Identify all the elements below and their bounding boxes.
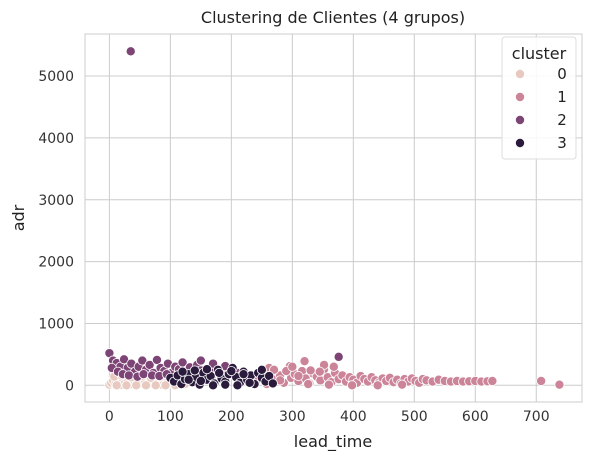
data-point-cluster-3: [195, 375, 206, 386]
data-point-cluster-2: [151, 354, 162, 365]
data-point-cluster-1: [303, 379, 314, 390]
data-point-cluster-2: [144, 359, 155, 370]
x-tick-label: 600: [462, 409, 489, 425]
data-point-cluster-3: [232, 380, 243, 391]
data-point-cluster-3: [208, 380, 219, 391]
chart-title: Clustering de Clientes (4 grupos): [201, 8, 465, 27]
data-point-cluster-3: [267, 378, 278, 389]
data-points: [104, 46, 565, 391]
data-point-cluster-3: [189, 365, 200, 376]
plot-area: [84, 33, 583, 403]
data-point-cluster-0: [160, 380, 171, 391]
data-point-cluster-2: [137, 355, 148, 366]
legend-title: cluster: [512, 44, 567, 63]
data-point-cluster-1: [397, 379, 408, 390]
data-point-cluster-3: [214, 367, 225, 378]
x-tick-label: 200: [218, 409, 245, 425]
data-point-cluster-3: [201, 364, 212, 375]
x-tick-label: 700: [523, 409, 550, 425]
data-point-cluster-1: [487, 375, 498, 386]
data-point-cluster-3: [256, 364, 267, 375]
y-tick-labels: 0 1000 2000 3000 4000 5000: [38, 69, 74, 394]
data-point-cluster-3: [238, 369, 249, 380]
legend: cluster 0 1 2 3: [501, 36, 577, 160]
legend-box: [501, 36, 577, 160]
legend-label-3: 3: [557, 134, 567, 152]
data-point-cluster-1: [293, 371, 304, 382]
data-point-cluster-1: [305, 365, 316, 376]
data-point-cluster-3: [177, 366, 188, 377]
data-point-cluster-2: [138, 369, 149, 380]
y-tick-label: 2000: [38, 255, 74, 271]
data-point-cluster-0: [150, 380, 161, 391]
y-axis-label: adr: [9, 204, 28, 231]
legend-label-0: 0: [557, 65, 567, 83]
data-point-cluster-0: [131, 380, 142, 391]
data-point-cluster-1: [372, 380, 383, 391]
x-tick-labels: 0 100 200 300 400 500 600 700: [105, 409, 550, 425]
y-tick-label: 5000: [38, 69, 74, 85]
data-point-cluster-3: [226, 366, 237, 377]
data-point-cluster-0: [111, 380, 122, 391]
data-point-cluster-1: [299, 356, 310, 367]
data-point-cluster-2: [195, 355, 206, 366]
data-point-cluster-2: [125, 46, 136, 57]
legend-marker-2: [515, 115, 526, 126]
data-point-cluster-2: [119, 354, 130, 365]
data-point-cluster-2: [123, 370, 134, 381]
x-tick-label: 100: [157, 409, 184, 425]
data-point-cluster-1: [328, 361, 339, 372]
y-tick-label: 3000: [38, 193, 74, 209]
legend-marker-0: [515, 69, 526, 80]
y-tick-label: 1000: [38, 316, 74, 332]
data-point-cluster-0: [121, 380, 132, 391]
y-tick-label: 0: [65, 378, 74, 394]
data-point-cluster-1: [323, 379, 334, 390]
legend-marker-3: [515, 137, 526, 148]
legend-items: 0 1 2 3: [515, 65, 567, 152]
x-tick-label: 400: [340, 409, 367, 425]
x-tick-label: 300: [279, 409, 306, 425]
y-tick-label: 4000: [38, 131, 74, 147]
data-point-cluster-2: [333, 351, 344, 362]
data-point-cluster-3: [183, 374, 194, 385]
x-tick-label: 0: [105, 409, 114, 425]
data-point-cluster-3: [244, 377, 255, 388]
legend-label-2: 2: [557, 111, 567, 129]
data-point-cluster-1: [536, 375, 547, 386]
legend-label-1: 1: [557, 88, 567, 106]
data-point-cluster-1: [314, 366, 325, 377]
data-point-cluster-0: [140, 380, 151, 391]
legend-marker-1: [515, 92, 526, 103]
data-point-cluster-3: [220, 379, 231, 390]
data-point-cluster-1: [347, 380, 358, 391]
data-point-cluster-1: [554, 379, 565, 390]
x-tick-label: 500: [401, 409, 428, 425]
x-axis-label: lead_time: [294, 432, 372, 452]
data-point-cluster-1: [287, 361, 298, 372]
